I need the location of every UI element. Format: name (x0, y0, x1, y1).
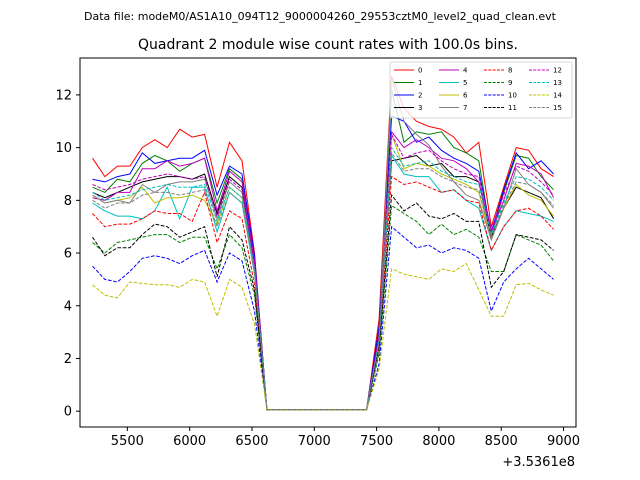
x-tick-label: 7500 (360, 434, 393, 449)
x-tick-label: 6500 (235, 434, 268, 449)
x-tick-label: 6000 (173, 434, 206, 449)
legend-label-2: 2 (418, 92, 422, 100)
series-layer (92, 76, 555, 411)
series-line-6 (92, 134, 554, 411)
y-tick-label: 4 (64, 299, 72, 314)
x-tick-label: 9000 (547, 434, 580, 449)
x-tick-label: 5500 (111, 434, 144, 449)
axes-layer: 5500 6000 6500 7000 7500 8000 8500 900002468101… (55, 57, 580, 449)
legend-label-14: 14 (553, 92, 562, 100)
legend-label-6: 6 (463, 92, 468, 100)
y-tick-label: 10 (55, 141, 72, 156)
legend-label-5: 5 (463, 79, 467, 87)
legend-label-7: 7 (463, 104, 467, 112)
y-tick-label: 6 (64, 247, 72, 262)
legend-label-12: 12 (553, 67, 562, 75)
series-line-13 (92, 146, 554, 411)
legend-label-4: 4 (463, 67, 468, 75)
series-line-9 (92, 204, 554, 411)
series-line-14 (92, 262, 554, 411)
series-line-0 (92, 76, 554, 411)
legend-label-9: 9 (508, 79, 512, 87)
legend-label-10: 10 (508, 92, 517, 100)
chart-title: Quadrant 2 module wise count rates with … (138, 37, 518, 53)
legend-label-8: 8 (508, 67, 512, 75)
x-tick-label: 8000 (422, 434, 455, 449)
series-line-8 (92, 175, 554, 411)
legend-box (389, 61, 573, 119)
plot-frame (79, 57, 577, 428)
series-line-10 (92, 225, 554, 411)
legend-label-3: 3 (418, 104, 422, 112)
chart-suptitle: Data file: modeM0/AS1A10_094T12_90000042… (84, 10, 557, 23)
legend-label-11: 11 (508, 104, 517, 112)
y-tick-label: 0 (64, 405, 72, 420)
series-line-7 (92, 78, 554, 411)
x-offset-label: +3.5361e8 (502, 455, 575, 470)
series-line-4 (92, 130, 555, 411)
x-tick-label: 8500 (485, 434, 518, 449)
x-tick-label: 7000 (298, 434, 331, 449)
series-line-2 (92, 115, 554, 411)
legend-label-1: 1 (418, 79, 422, 87)
y-tick-label: 2 (64, 352, 72, 367)
legend-label-0: 0 (418, 67, 422, 75)
legend-label-13: 13 (553, 79, 562, 87)
y-tick-label: 8 (64, 194, 72, 209)
legend-label-15: 15 (553, 104, 562, 112)
y-tick-label: 12 (55, 88, 72, 103)
series-line-15 (92, 151, 554, 411)
series-line-12 (92, 132, 554, 411)
